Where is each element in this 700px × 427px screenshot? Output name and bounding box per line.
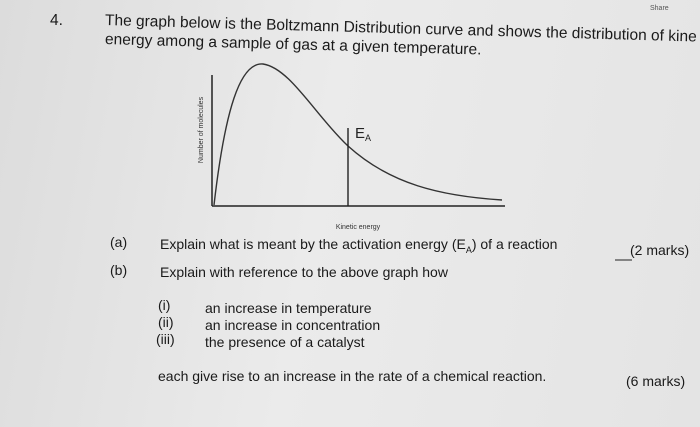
ea-sub: A [365, 133, 371, 143]
question-number: 4. [50, 12, 63, 29]
part-label: (b) [110, 262, 128, 278]
text: ) of a reaction [471, 236, 558, 252]
item-text: the presence of a catalyst [205, 334, 365, 350]
part-text: Explain with reference to the above grap… [160, 264, 448, 280]
curve [213, 63, 503, 206]
ea-label: EA [355, 125, 371, 143]
item-label: (ii) [158, 314, 174, 330]
part-label: (a) [110, 234, 128, 250]
item-label: (i) [158, 297, 171, 313]
marks: (2 marks) [630, 242, 690, 258]
marks: (6 marks) [626, 373, 686, 389]
subscript: A [465, 244, 472, 255]
share-button[interactable]: Share [650, 5, 669, 12]
item-text: an increase in temperature [205, 300, 372, 316]
closing-text: each give rise to an increase in the rat… [158, 368, 547, 384]
ea-main: E [355, 125, 365, 142]
item-text: an increase in concentration [205, 317, 381, 333]
y-axis-label: Number of molecules [198, 96, 205, 163]
part-text: Explain what is meant by the activation … [160, 236, 557, 255]
text: Explain what is meant by the activation … [160, 236, 466, 252]
item-label: (iii) [156, 331, 175, 347]
x-axis-label: Kinetic energy [336, 224, 381, 231]
